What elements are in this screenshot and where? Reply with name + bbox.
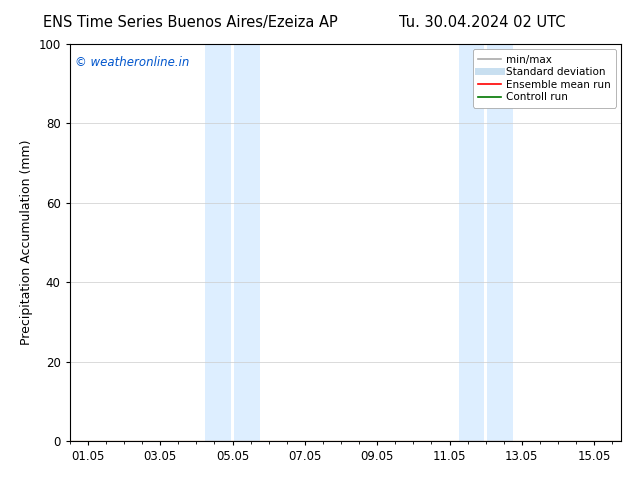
Text: Tu. 30.04.2024 02 UTC: Tu. 30.04.2024 02 UTC <box>399 15 565 30</box>
Bar <box>205 44 231 441</box>
Bar <box>488 44 513 441</box>
Text: ENS Time Series Buenos Aires/Ezeiza AP: ENS Time Series Buenos Aires/Ezeiza AP <box>43 15 337 30</box>
Bar <box>235 44 260 441</box>
Legend: min/max, Standard deviation, Ensemble mean run, Controll run: min/max, Standard deviation, Ensemble me… <box>473 49 616 107</box>
Bar <box>458 44 484 441</box>
Text: © weatheronline.in: © weatheronline.in <box>75 56 190 69</box>
Y-axis label: Precipitation Accumulation (mm): Precipitation Accumulation (mm) <box>20 140 33 345</box>
